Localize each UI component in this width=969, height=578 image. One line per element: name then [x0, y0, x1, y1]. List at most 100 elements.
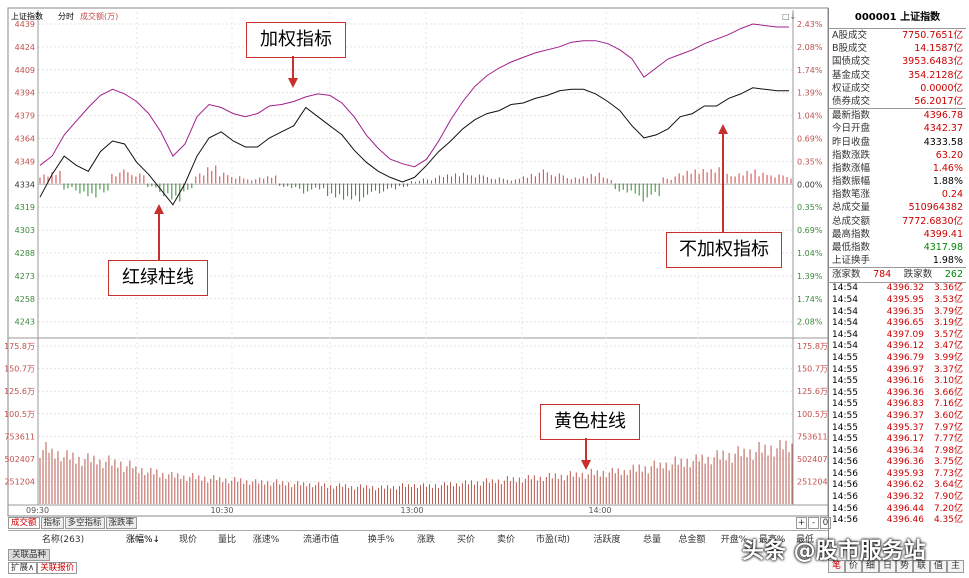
tick-row[interactable]: 14:55 4396.83 7.16亿	[829, 399, 966, 411]
price-lines	[39, 23, 789, 206]
index-stat-row: 最新指数 4396.78	[829, 109, 966, 122]
column-header-cell[interactable]: 买价	[456, 534, 475, 545]
callout-weighted: 加权指标	[246, 22, 346, 58]
side-tab[interactable]: 价	[845, 560, 862, 573]
column-header-cell[interactable]: 开盘%	[720, 534, 748, 545]
zoom-button[interactable]: +	[796, 517, 807, 529]
indicator-tab[interactable]: 多空指标	[64, 517, 105, 529]
column-header-cell[interactable]: 总金额	[678, 534, 706, 545]
side-tab[interactable]: 主	[947, 560, 964, 573]
volume-tick-label: 753611	[4, 432, 35, 441]
column-header-cell[interactable]: 最高%	[758, 534, 786, 545]
header-indicator[interactable]: 成交额(万)	[80, 11, 118, 21]
column-header-cell[interactable]: 市盈(动)	[535, 534, 571, 545]
tick-time: 14:55	[832, 352, 858, 363]
tick-row[interactable]: 14:55 4396.37 3.60亿	[829, 411, 966, 423]
tick-volume: 7.98亿	[933, 445, 963, 456]
unweighted-index-line	[39, 87, 789, 206]
tick-volume: 3.19亿	[933, 318, 963, 329]
index-stat-row: 指数振幅 1.88%	[829, 175, 966, 188]
tick-row[interactable]: 14:54 4396.32 3.36亿	[829, 283, 966, 295]
tick-row[interactable]: 14:56 4396.46 4.35亿	[829, 515, 966, 527]
column-header-cell[interactable]: 总量	[642, 534, 661, 545]
tick-volume: 7.16亿	[933, 399, 963, 410]
side-tab[interactable]: 笔	[828, 560, 845, 573]
column-header-cell[interactable]: 名称(263)	[41, 534, 85, 545]
side-tab[interactable]: 值	[930, 560, 947, 573]
header-small-marks[interactable]: □↓	[782, 12, 796, 21]
market-stat-row: A股成交 7750.7651亿	[829, 29, 966, 42]
tick-row[interactable]: 14:56 4396.32 7.90亿	[829, 492, 966, 504]
column-header-cell[interactable]: 涨幅%↓	[125, 534, 161, 545]
tick-time: 14:56	[832, 492, 858, 503]
volume-tick-label: 502407	[4, 455, 35, 464]
indicator-tab[interactable]: 成交额	[8, 517, 40, 529]
index-stat-row: 最高指数 4399.41	[829, 228, 966, 241]
zoom-button[interactable]: 0	[820, 517, 831, 529]
stat-label: 总成交量	[832, 202, 871, 214]
tick-row[interactable]: 14:54 4395.95 3.53亿	[829, 295, 966, 307]
tick-time: 14:55	[832, 399, 858, 410]
zoom-button[interactable]: -	[808, 517, 819, 529]
column-header-cell[interactable]: 活跃度	[593, 534, 621, 545]
pct-tick-label: 0.69%	[797, 135, 823, 144]
column-header-cell[interactable]: 流通市值	[302, 534, 339, 545]
column-header-cell[interactable]: 现价	[178, 534, 197, 545]
tick-row[interactable]: 14:56 4395.93 7.73亿	[829, 469, 966, 481]
stat-label: 基金成交	[832, 69, 871, 81]
tick-price: 4395.93	[886, 468, 924, 479]
tick-row[interactable]: 14:55 4396.16 3.10亿	[829, 376, 966, 388]
pct-tick-label: 1.39%	[797, 272, 823, 281]
side-tab[interactable]: 势	[896, 560, 913, 573]
sector-tab[interactable]: 关联品种	[8, 549, 51, 561]
header-name: 上证指数	[11, 11, 43, 21]
stat-label: 最高指数	[832, 228, 871, 240]
tick-price: 4396.36	[886, 457, 924, 468]
tick-row[interactable]: 14:54 4396.12 3.47亿	[829, 341, 966, 353]
tick-row[interactable]: 14:56 4396.44 7.20亿	[829, 504, 966, 516]
tick-list[interactable]: 14:54 4396.32 3.36亿 14:54 4395.95 3.53亿 14:54 4…	[829, 283, 966, 526]
tick-time: 14:55	[832, 422, 858, 433]
price-tick-label: 4424	[15, 43, 35, 52]
pct-tick-label: 1.74%	[797, 66, 823, 75]
sub-tab[interactable]: 扩展∧	[8, 562, 38, 574]
column-header: 名称(263) 涨幅%↓ 现价 量比 涨速% 流通市值 换手% 涨跌 买价 卖价 市盈(动) 活跃度 总…	[8, 530, 828, 545]
stat-value: 4317.98	[923, 242, 963, 253]
tick-row[interactable]: 14:55 4396.17 7.77亿	[829, 434, 966, 446]
up-count: 784	[873, 269, 892, 281]
tick-volume: 3.66亿	[933, 387, 963, 398]
side-tab[interactable]: 日	[879, 560, 896, 573]
quote-panel: 000001 上证指数 A股成交 7750.7651亿 B股成交 14.1587亿 国债…	[828, 8, 966, 570]
column-header-cell[interactable]: 换手%	[367, 534, 395, 545]
stat-label: B股成交	[832, 43, 868, 55]
tick-row[interactable]: 14:55 4396.97 3.37亿	[829, 365, 966, 377]
tick-row[interactable]: 14:54 4396.35 3.79亿	[829, 307, 966, 319]
sub-tab[interactable]: 关联报价	[37, 562, 78, 574]
indicator-tab[interactable]: 涨跌率	[105, 517, 138, 529]
column-header-cell[interactable]: 量比	[217, 534, 236, 545]
tick-row[interactable]: 14:56 4396.34 7.98亿	[829, 446, 966, 458]
tick-row[interactable]: 14:55 4396.36 3.66亿	[829, 388, 966, 400]
stat-value: 1.98%	[932, 255, 963, 267]
side-tab[interactable]: 联	[913, 560, 930, 573]
tick-row[interactable]: 14:54 4396.65 3.19亿	[829, 318, 966, 330]
tick-row[interactable]: 14:54 4397.09 3.57亿	[829, 330, 966, 342]
tick-row[interactable]: 14:55 4396.79 3.99亿	[829, 353, 966, 365]
tick-price: 4396.16	[886, 376, 924, 387]
volume-tick-label: 100.5万	[4, 410, 35, 419]
indicator-tab[interactable]: 指标	[40, 517, 64, 529]
tick-row[interactable]: 14:55 4395.37 7.97亿	[829, 423, 966, 435]
tick-row[interactable]: 14:56 4396.62 3.64亿	[829, 480, 966, 492]
tick-volume: 3.64亿	[933, 480, 963, 491]
side-tab[interactable]: 细	[862, 560, 879, 573]
column-header-cell[interactable]: 涨跌	[416, 534, 435, 545]
column-header-cell[interactable]: 卖价	[496, 534, 515, 545]
volume-tick-label-right: 100.5万	[797, 410, 828, 419]
stat-value: 4333.58	[923, 136, 963, 148]
tick-volume: 7.90亿	[933, 492, 963, 503]
column-header-cell[interactable]: 最低	[795, 534, 814, 545]
price-tick-label: 4364	[15, 135, 35, 144]
stat-value: 7772.6830亿	[902, 215, 963, 227]
column-header-cell[interactable]: 涨速%	[252, 534, 280, 545]
tick-row[interactable]: 14:56 4396.36 3.75亿	[829, 457, 966, 469]
